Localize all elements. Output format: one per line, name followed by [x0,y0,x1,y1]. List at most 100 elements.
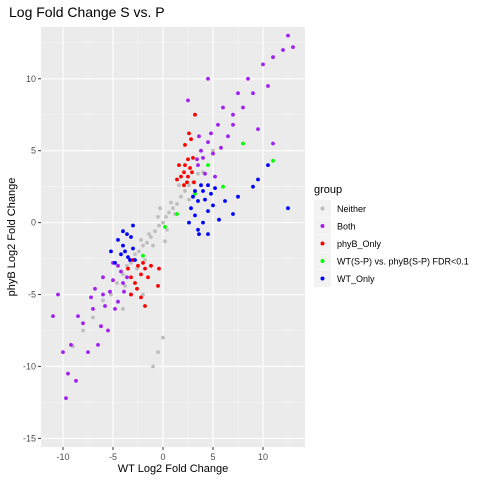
data-point [109,249,113,254]
data-point [133,281,137,285]
data-point [91,315,95,320]
data-point [241,105,245,110]
data-point [153,229,157,234]
data-point [113,307,117,311]
legend-items: Neither Both phyB_Only WT(S-P) vs. phyB(S-P… [314,200,469,287]
plot-panel [41,27,305,447]
data-point [266,84,270,88]
data-point [151,243,155,248]
data-point [131,223,135,228]
data-point [216,122,220,127]
grid-lines [41,27,305,447]
data-point [191,194,195,199]
data-point [217,217,221,222]
data-point [169,200,173,205]
data-point [143,258,147,262]
data-point [199,148,203,153]
data-point [165,227,169,232]
data-point [213,174,217,179]
data-point [121,281,125,285]
data-point [101,275,105,280]
data-point [193,112,197,117]
data-point [211,148,215,153]
data-point [96,343,100,347]
data-point [231,122,235,127]
data-point [149,235,153,239]
data-point [129,275,133,280]
data-point [86,350,90,354]
data-point [163,225,167,229]
data-point [175,202,179,206]
data-point [211,203,215,208]
data-point [66,371,70,376]
data-point [119,252,123,257]
data-point [179,194,183,199]
data-point [126,266,130,271]
data-point [137,249,141,254]
data-point [167,210,171,215]
data-point [281,48,285,52]
data-point [119,269,123,274]
data-point [175,212,179,216]
data-point [221,184,225,189]
data-point [186,98,190,103]
data-point [108,289,112,294]
y-tick-label: -15 [23,433,36,443]
data-point [199,183,203,188]
data-point [187,131,191,136]
data-point [158,206,162,211]
data-point [116,299,120,304]
data-point [156,284,160,288]
data-point [182,183,186,188]
data-point [121,272,125,277]
data-point [76,314,80,318]
data-point [231,212,235,216]
data-point [145,240,149,245]
data-point [177,163,181,168]
data-point [203,197,207,202]
series-wt-only [109,163,290,265]
data-point [171,206,175,211]
data-point [192,180,196,185]
data-point [161,220,165,225]
data-point [147,232,151,237]
data-point [286,33,290,38]
data-point [211,151,215,156]
data-point [189,137,193,142]
data-point [106,328,110,333]
data-point [251,91,255,96]
data-point [163,239,167,244]
data-point [193,189,197,193]
data-point [197,232,201,237]
data-point [186,157,190,162]
data-point [81,321,85,326]
data-point [122,289,126,294]
data-point [161,335,165,340]
data-point [131,246,135,251]
data-point [91,307,95,311]
data-point [187,183,191,188]
data-point [226,134,230,139]
data-point [128,258,132,262]
x-tick-label: -5 [109,452,117,462]
data-point [185,180,189,185]
data-point [133,258,137,262]
y-tick-label: -10 [23,361,36,371]
data-point [206,232,210,237]
data-point [266,163,270,168]
data-point [193,191,197,196]
data-point [135,286,139,291]
data-point [219,145,223,150]
data-point [139,295,143,300]
data-point [81,328,85,333]
data-point [99,324,103,329]
legend-swatch [320,241,325,246]
data-point [179,174,183,179]
data-point [64,396,68,400]
series-phyb-only [126,112,197,308]
data-point [141,292,145,297]
data-point [271,141,275,146]
data-point [103,304,107,308]
data-point [195,157,199,162]
data-point [197,134,201,139]
